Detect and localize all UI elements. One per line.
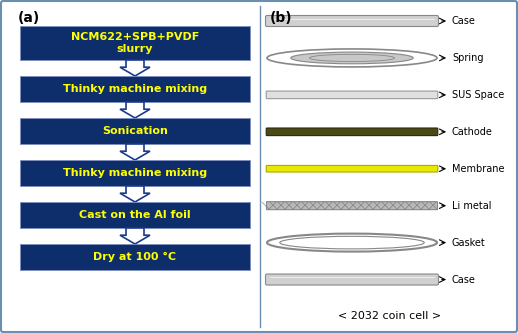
Text: < 2032 coin cell >: < 2032 coin cell > (338, 311, 441, 321)
Text: Gasket: Gasket (452, 238, 486, 248)
Polygon shape (120, 60, 150, 76)
FancyBboxPatch shape (266, 202, 438, 210)
FancyBboxPatch shape (266, 128, 438, 136)
Text: Membrane: Membrane (452, 164, 505, 174)
FancyBboxPatch shape (20, 160, 250, 186)
Text: (a): (a) (18, 11, 40, 25)
FancyBboxPatch shape (20, 244, 250, 270)
Text: SUS Space: SUS Space (452, 90, 504, 100)
Text: Thinky machine mixing: Thinky machine mixing (63, 84, 207, 94)
FancyBboxPatch shape (266, 16, 439, 27)
Text: (b): (b) (270, 11, 293, 25)
FancyBboxPatch shape (20, 26, 250, 60)
Text: Case: Case (452, 16, 476, 26)
Polygon shape (120, 186, 150, 202)
Polygon shape (120, 144, 150, 160)
FancyBboxPatch shape (266, 91, 438, 99)
FancyBboxPatch shape (20, 202, 250, 228)
Text: Cathode: Cathode (452, 127, 493, 137)
Text: Sonication: Sonication (102, 126, 168, 136)
Polygon shape (120, 228, 150, 244)
FancyBboxPatch shape (20, 118, 250, 144)
FancyBboxPatch shape (266, 166, 438, 172)
Text: Li metal: Li metal (452, 201, 492, 211)
Ellipse shape (291, 52, 413, 64)
FancyBboxPatch shape (266, 274, 439, 285)
Text: Case: Case (452, 274, 476, 284)
Text: Thinky machine mixing: Thinky machine mixing (63, 168, 207, 178)
Polygon shape (120, 102, 150, 118)
Text: Spring: Spring (452, 53, 483, 63)
Text: NCM622+SPB+PVDF
slurry: NCM622+SPB+PVDF slurry (71, 32, 199, 54)
Text: Cast on the Al foil: Cast on the Al foil (79, 210, 191, 220)
FancyBboxPatch shape (20, 76, 250, 102)
Text: Dry at 100 °C: Dry at 100 °C (93, 252, 177, 262)
